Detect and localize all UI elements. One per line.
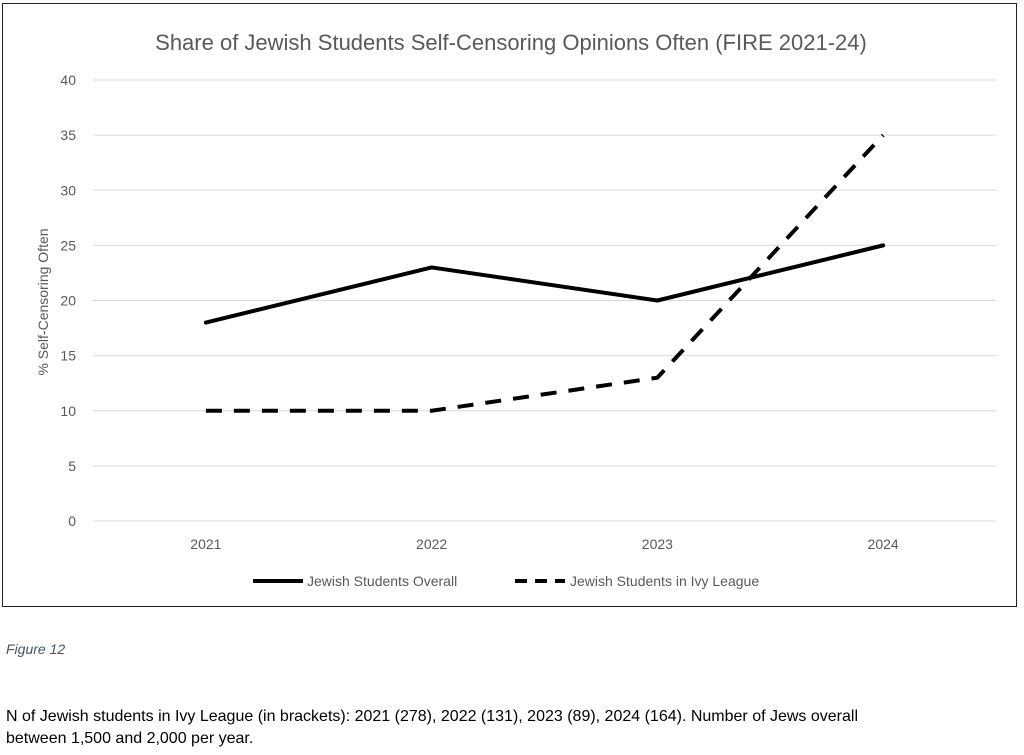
series-line-2 — [205, 133, 885, 413]
x-axis-ticks: 2021 2022 2023 2024 — [190, 536, 899, 552]
y-axis-label: % Self-Censoring Often — [35, 228, 51, 375]
y-tick-label: 0 — [68, 513, 76, 529]
x-tick-label: 2022 — [416, 536, 447, 552]
line-chart: Share of Jewish Students Self-Censoring … — [35, 30, 996, 589]
chart-title: Share of Jewish Students Self-Censoring … — [155, 30, 867, 55]
y-tick-label: 25 — [60, 237, 76, 253]
x-tick-label: 2024 — [868, 536, 899, 552]
sample-size-note: N of Jewish students in Ivy League (in b… — [6, 706, 1024, 750]
chart-container: Share of Jewish Students Self-Censoring … — [2, 3, 1017, 607]
x-tick-label: 2021 — [190, 536, 221, 552]
legend: Jewish Students Overall Jewish Students i… — [253, 573, 759, 589]
y-tick-label: 5 — [68, 458, 76, 474]
series-lines — [203, 133, 886, 413]
series-line-1 — [203, 243, 886, 325]
y-tick-label: 35 — [60, 127, 76, 143]
y-tick-label: 15 — [60, 348, 76, 364]
figure-caption: Figure 12 — [6, 641, 66, 657]
note-line-1: N of Jewish students in Ivy League (in b… — [6, 708, 859, 725]
gridlines — [93, 79, 996, 522]
legend-label-2: Jewish Students in Ivy League — [570, 573, 759, 589]
y-tick-label: 30 — [60, 182, 76, 198]
note-line-2: between 1,500 and 2,000 per year. — [6, 730, 254, 747]
legend-label-1: Jewish Students Overall — [307, 573, 457, 589]
y-tick-label: 40 — [60, 72, 76, 88]
y-axis-ticks: 0 5 10 15 20 25 30 35 40 — [60, 72, 76, 529]
x-tick-label: 2023 — [642, 536, 673, 552]
y-tick-label: 10 — [60, 403, 76, 419]
y-tick-label: 20 — [60, 293, 76, 309]
